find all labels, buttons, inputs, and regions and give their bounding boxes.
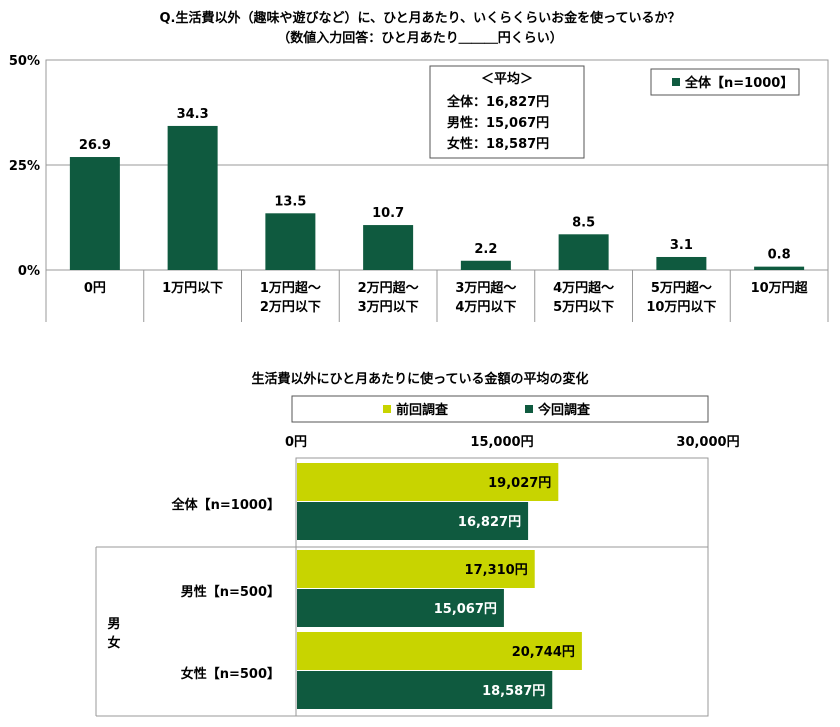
- bar: [265, 213, 316, 270]
- bar-value-label: 26.9: [79, 138, 111, 153]
- gender-label-male: 男: [107, 617, 120, 632]
- averages-box-frame: [429, 65, 585, 159]
- bar-value-label: 16,827円: [458, 515, 521, 530]
- bar: [297, 502, 529, 540]
- bar-value-label: 8.5: [572, 215, 595, 230]
- x-category-label: 2万円以下: [260, 300, 321, 315]
- bar: [297, 589, 504, 627]
- x-category-label: 4万円超～: [553, 280, 614, 296]
- average-total: 全体：16,827円: [446, 94, 549, 110]
- bar-value-label: 19,027円: [488, 476, 551, 491]
- legend-label-total: 全体【n=1000】: [684, 75, 793, 91]
- bar: [297, 671, 553, 709]
- bar: [754, 266, 805, 270]
- x-category-label: 0円: [84, 281, 106, 296]
- bottom-chart-title: 生活費以外にひと月あたりに使っている金額の平均の変化: [252, 371, 589, 387]
- bottom-legend: 前回調査 今回調査: [291, 395, 709, 423]
- group-label: 全体【n=1000】: [171, 497, 280, 513]
- legend-label-current: 今回調査: [537, 402, 591, 418]
- x-category-label: 1万円以下: [162, 281, 223, 296]
- legend-swatch-previous: [383, 405, 391, 413]
- bar: [656, 256, 707, 270]
- bar: [297, 550, 535, 588]
- bottom-plot-frame: [295, 457, 709, 717]
- average-male: 男性：15,067円: [447, 115, 549, 131]
- bar-value-label: 34.3: [177, 107, 209, 122]
- x-category-label: 3万円超～: [455, 280, 516, 296]
- top-legend: 全体【n=1000】: [650, 68, 800, 96]
- bar-value-label: 13.5: [274, 194, 306, 209]
- x-category-label: 10万円以下: [646, 300, 716, 315]
- bar-value-label: 17,310円: [465, 563, 528, 578]
- average-female: 女性：18,587円: [447, 136, 549, 152]
- x-category-label: 5万円以下: [553, 300, 614, 315]
- group-label: 男性【n=500】: [181, 584, 280, 600]
- bar-value-label: 10.7: [372, 206, 404, 221]
- x-tick-label: 15,000円: [470, 435, 533, 450]
- bar: [558, 234, 609, 270]
- y-tick-label: 50%: [9, 54, 40, 69]
- distribution-bar-chart: 0% 25% 50% 26.9 34.3 13.5 10.7 2.2 8.5 3.1 0.8 0円…: [9, 54, 829, 322]
- x-category-label: 3万円以下: [358, 300, 419, 315]
- x-tick-label: 30,000円: [676, 435, 739, 450]
- bar-value-label: 0.8: [768, 248, 791, 263]
- x-category-label: 5万円超～: [651, 280, 712, 296]
- bottom-legend-frame: [291, 395, 709, 423]
- bar-value-label: 18,587円: [482, 684, 545, 699]
- bar: [69, 157, 120, 270]
- x-tick-label: 0円: [285, 435, 307, 450]
- y-tick-label: 25%: [9, 159, 40, 174]
- x-category-label: 4万円以下: [455, 300, 516, 315]
- bar: [297, 463, 559, 501]
- averages-title: ＜平均＞: [481, 71, 533, 87]
- averages-box: ＜平均＞ 全体：16,827円 男性：15,067円 女性：18,587円: [429, 65, 585, 159]
- bar-value-label: 20,744円: [512, 645, 575, 660]
- bar: [460, 260, 511, 270]
- y-tick-label: 0%: [18, 264, 40, 279]
- legend-swatch-current: [525, 405, 533, 413]
- group-label: 女性【n=500】: [181, 666, 280, 682]
- x-category-label: 2万円超～: [358, 280, 419, 296]
- bar-value-label: 15,067円: [434, 602, 497, 617]
- average-change-chart: 生活費以外にひと月あたりに使っている金額の平均の変化 前回調査 今回調査 0円 1…: [95, 371, 740, 717]
- x-category-label: 1万円超～: [260, 280, 321, 296]
- question-title: Q.生活費以外（趣味や遊びなど）に、ひと月あたり、いくらくらいお金を使っているか…: [159, 10, 680, 26]
- bar: [167, 125, 218, 270]
- legend-swatch-total: [672, 78, 680, 86]
- bar: [297, 632, 582, 670]
- question-note: （数値入力回答：ひと月あたり＿＿＿円くらい）: [277, 30, 563, 46]
- legend-label-previous: 前回調査: [396, 402, 449, 418]
- bar: [363, 225, 414, 270]
- x-category-label: 10万円超: [751, 280, 809, 296]
- gender-label-female: 女: [107, 635, 120, 651]
- bar-value-label: 3.1: [670, 238, 693, 253]
- bar-value-label: 2.2: [474, 242, 497, 257]
